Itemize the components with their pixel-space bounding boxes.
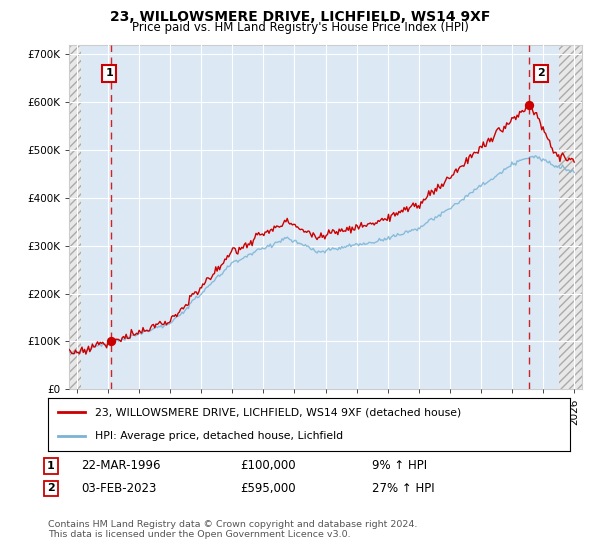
Text: £595,000: £595,000 — [240, 482, 296, 495]
Text: 22-MAR-1996: 22-MAR-1996 — [81, 459, 161, 473]
Text: HPI: Average price, detached house, Lichfield: HPI: Average price, detached house, Lich… — [95, 431, 343, 441]
Text: 2: 2 — [47, 483, 55, 493]
Text: £100,000: £100,000 — [240, 459, 296, 473]
Bar — [559, 45, 582, 389]
Point — [524, 100, 534, 109]
Point — [107, 337, 116, 346]
Text: 2: 2 — [538, 68, 545, 78]
Text: 23, WILLOWSMERE DRIVE, LICHFIELD, WS14 9XF: 23, WILLOWSMERE DRIVE, LICHFIELD, WS14 9… — [110, 10, 490, 24]
Text: 23, WILLOWSMERE DRIVE, LICHFIELD, WS14 9XF (detached house): 23, WILLOWSMERE DRIVE, LICHFIELD, WS14 9… — [95, 408, 461, 418]
Text: Contains HM Land Registry data © Crown copyright and database right 2024.
This d: Contains HM Land Registry data © Crown c… — [48, 520, 418, 539]
Text: 03-FEB-2023: 03-FEB-2023 — [81, 482, 157, 495]
Text: 1: 1 — [47, 461, 55, 471]
Text: 27% ↑ HPI: 27% ↑ HPI — [372, 482, 434, 495]
Text: Price paid vs. HM Land Registry's House Price Index (HPI): Price paid vs. HM Land Registry's House … — [131, 21, 469, 34]
Text: 1: 1 — [105, 68, 113, 78]
Text: 9% ↑ HPI: 9% ↑ HPI — [372, 459, 427, 473]
Bar — [69, 45, 80, 389]
